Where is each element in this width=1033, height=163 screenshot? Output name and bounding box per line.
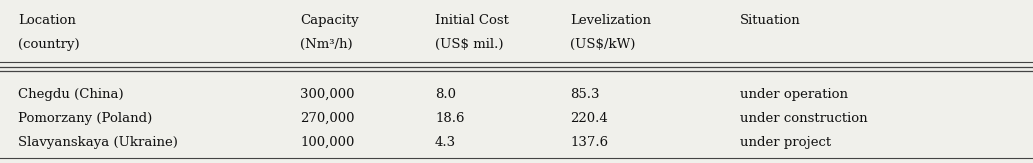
Text: Slavyanskaya (Ukraine): Slavyanskaya (Ukraine): [18, 136, 178, 149]
Text: (country): (country): [18, 38, 80, 51]
Text: (US$ mil.): (US$ mil.): [435, 38, 503, 51]
Text: Capacity: Capacity: [300, 14, 358, 27]
Text: (US$/kW): (US$/kW): [570, 38, 635, 51]
Text: under operation: under operation: [740, 88, 848, 101]
Text: 4.3: 4.3: [435, 136, 457, 149]
Text: 137.6: 137.6: [570, 136, 608, 149]
Text: 8.0: 8.0: [435, 88, 456, 101]
Text: Chegdu (China): Chegdu (China): [18, 88, 124, 101]
Text: 300,000: 300,000: [300, 88, 354, 101]
Text: under project: under project: [740, 136, 832, 149]
Text: Initial Cost: Initial Cost: [435, 14, 509, 27]
Text: 270,000: 270,000: [300, 112, 354, 125]
Text: 100,000: 100,000: [300, 136, 354, 149]
Text: under construction: under construction: [740, 112, 868, 125]
Text: Location: Location: [18, 14, 75, 27]
Text: Pomorzany (Poland): Pomorzany (Poland): [18, 112, 152, 125]
Text: 220.4: 220.4: [570, 112, 607, 125]
Text: Situation: Situation: [740, 14, 801, 27]
Text: 18.6: 18.6: [435, 112, 465, 125]
Text: Levelization: Levelization: [570, 14, 651, 27]
Text: (Nm³/h): (Nm³/h): [300, 38, 352, 51]
Text: 85.3: 85.3: [570, 88, 599, 101]
